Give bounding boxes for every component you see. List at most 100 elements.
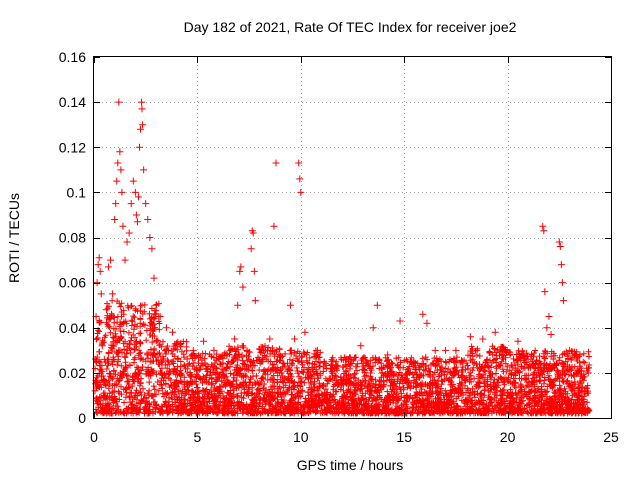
data-point: [135, 143, 143, 151]
data-point: [107, 256, 115, 264]
data-point: [138, 105, 146, 113]
data-point: [295, 159, 303, 167]
data-point: [123, 238, 131, 246]
x-tick-label: 20: [500, 429, 516, 445]
data-point: [559, 297, 567, 305]
y-tick-label: 0.1: [67, 184, 87, 200]
data-point: [557, 261, 565, 269]
data-point: [249, 229, 257, 237]
data-point: [251, 297, 259, 305]
data-point: [272, 159, 280, 167]
data-point: [442, 346, 450, 354]
data-point: [231, 335, 239, 343]
y-tick-label: 0.12: [59, 139, 86, 155]
data-point: [466, 333, 474, 341]
data-point: [131, 188, 139, 196]
data-point: [541, 288, 549, 296]
data-point: [210, 346, 218, 354]
chart-title: Day 182 of 2021, Rate Of TEC Index for r…: [184, 19, 517, 35]
data-point: [139, 121, 147, 129]
data-point: [260, 346, 268, 354]
data-point: [97, 290, 105, 298]
data-point: [169, 328, 177, 336]
data-point: [111, 215, 119, 223]
data-point: [584, 369, 592, 377]
data-point: [540, 227, 548, 235]
data-point: [539, 222, 547, 230]
data-point: [156, 312, 164, 320]
data-point: [296, 175, 304, 183]
y-tick-label: 0.08: [59, 230, 86, 246]
data-point: [125, 229, 133, 237]
data-point: [558, 279, 566, 287]
data-point: [116, 148, 124, 156]
data-point: [112, 200, 120, 208]
data-point: [138, 98, 146, 106]
data-point: [119, 222, 127, 230]
data-point: [297, 188, 305, 196]
data-point: [543, 324, 551, 332]
x-tick-label: 10: [293, 429, 309, 445]
y-tick-label: 0.06: [59, 275, 86, 291]
data-point: [237, 263, 245, 271]
data-point: [479, 335, 487, 343]
data-point: [152, 301, 160, 309]
data-point: [93, 279, 101, 287]
data-point: [286, 301, 294, 309]
data-point: [117, 166, 125, 174]
data-point: [301, 328, 309, 336]
data-point: [396, 317, 404, 325]
data-point: [220, 351, 228, 359]
data-point: [250, 267, 258, 275]
data-point: [555, 238, 563, 246]
data-point: [342, 355, 350, 363]
data-point: [545, 312, 553, 320]
data-point: [270, 222, 278, 230]
data-point: [502, 346, 510, 354]
y-tick-label: 0.14: [59, 94, 86, 110]
data-point: [313, 346, 321, 354]
data-point: [162, 324, 170, 332]
data-point: [102, 306, 110, 314]
data-point: [357, 342, 365, 350]
plot-frame: [93, 56, 612, 419]
dense-points-path: [92, 297, 593, 417]
y-tick-label: 0.16: [59, 49, 86, 65]
data-point: [137, 125, 145, 133]
data-point: [291, 335, 299, 343]
data-point: [91, 387, 99, 395]
data-point: [95, 254, 103, 262]
y-tick-label: 0: [78, 410, 86, 426]
data-point: [132, 211, 140, 219]
data-point: [373, 301, 381, 309]
y-tick-label: 0.04: [59, 320, 86, 336]
data-point: [423, 319, 431, 327]
data-point: [576, 351, 584, 359]
data-point: [452, 346, 460, 354]
axis-ticks: 0 0.02 0.04 0.06 0.08 0.1 0.12 0.14 0.16 0 5 10 15 20…: [59, 49, 619, 445]
data-point: [144, 215, 152, 223]
data-point: [384, 351, 392, 359]
data-point: [431, 346, 439, 354]
data-point: [239, 283, 247, 291]
x-tick-label: 5: [194, 429, 202, 445]
data-point: [115, 98, 123, 106]
data-point: [104, 263, 112, 271]
x-tick-label: 25: [603, 429, 619, 445]
data-point: [556, 243, 564, 251]
data-point: [121, 256, 129, 264]
data-point: [134, 193, 142, 201]
data-point: [328, 358, 336, 366]
data-point: [528, 358, 536, 366]
data-point: [140, 166, 148, 174]
x-tick-label: 0: [90, 429, 98, 445]
y-axis-label: ROTI / TECUs: [6, 193, 22, 283]
data-point: [406, 358, 414, 366]
data-point: [114, 159, 122, 167]
data-point: [94, 261, 102, 269]
y-tick-label: 0.02: [59, 365, 86, 381]
data-point: [109, 290, 117, 298]
data-point: [369, 324, 377, 332]
data-point: [514, 337, 522, 345]
data-point: [133, 218, 141, 226]
